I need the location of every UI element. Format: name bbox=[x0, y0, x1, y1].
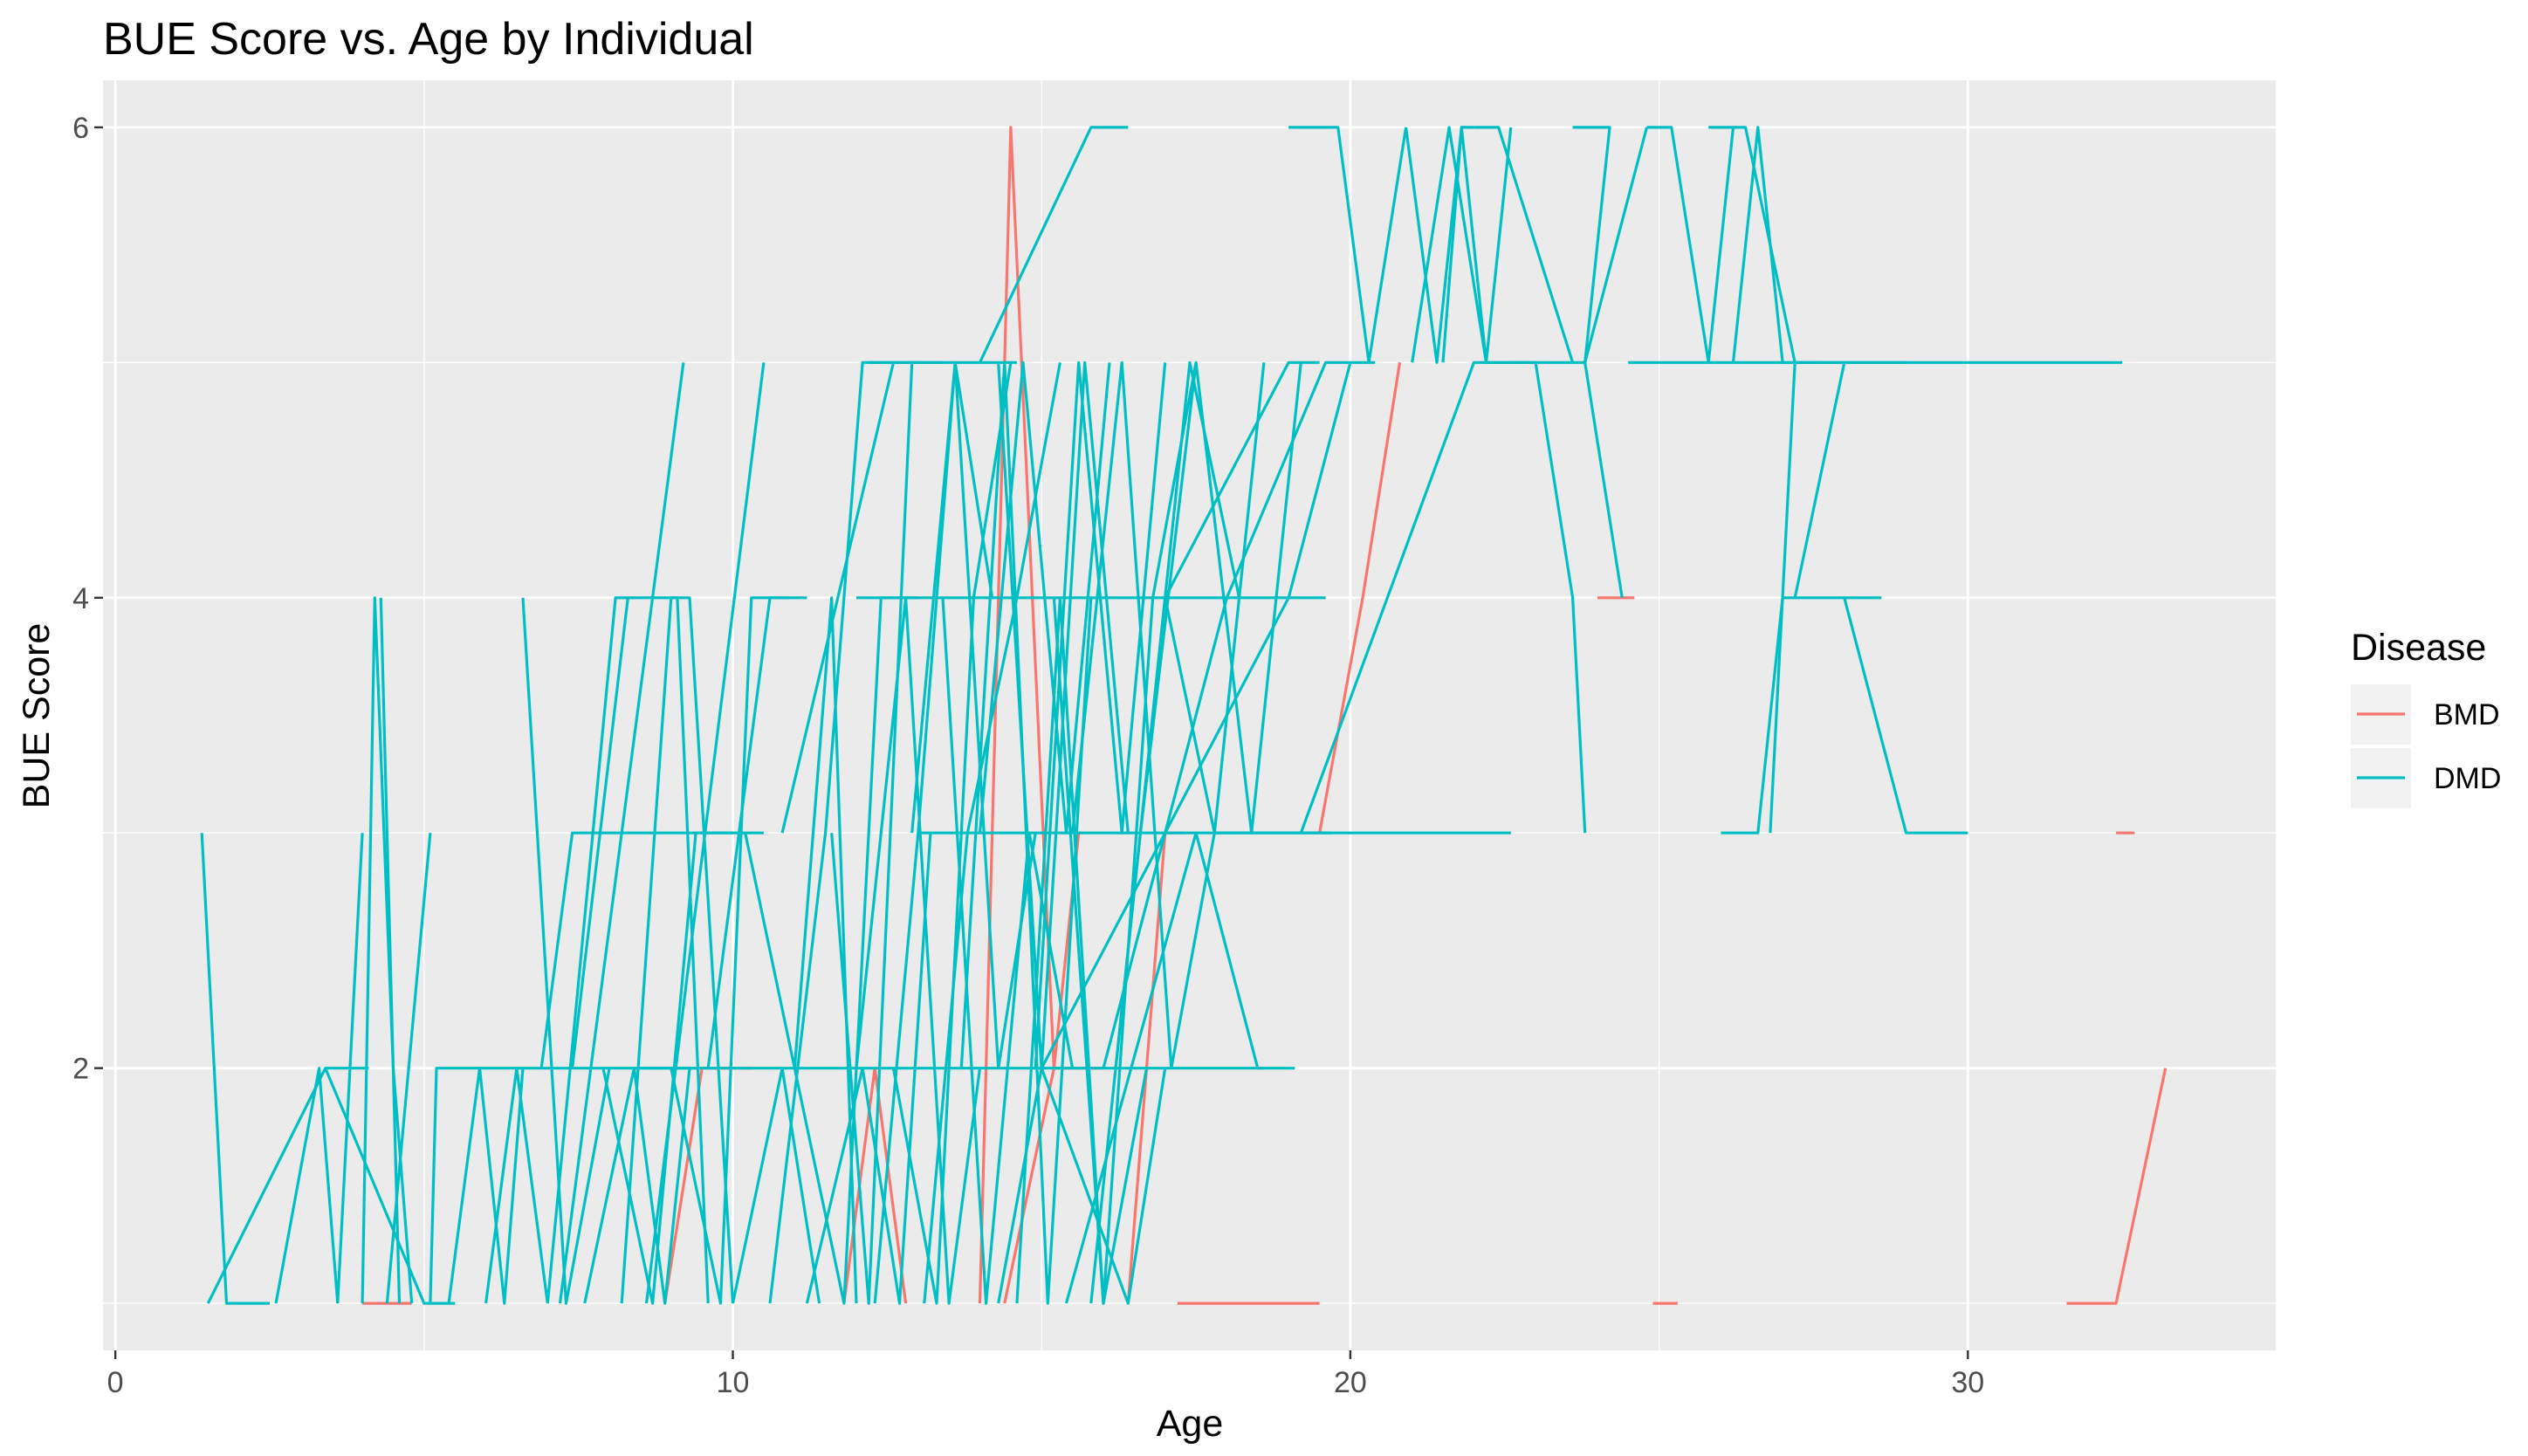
series-line-dmd-63 bbox=[1040, 361, 1352, 1069]
series-line-dmd-49 bbox=[1015, 596, 1149, 1305]
y-tick-label: 2 bbox=[72, 1053, 89, 1086]
x-tick-label: 10 bbox=[717, 1366, 750, 1399]
series-line-dmd-77 bbox=[1646, 126, 1735, 364]
x-tick-label: 0 bbox=[107, 1366, 124, 1399]
series-line-dmd-22 bbox=[484, 1067, 549, 1304]
grid-major bbox=[103, 80, 2277, 1350]
series-line-dmd-62 bbox=[979, 126, 1129, 363]
legend-label-dmd: DMD bbox=[2434, 762, 2501, 795]
y-axis-title: BUE Score bbox=[16, 623, 58, 809]
series-line-dmd-73 bbox=[1474, 126, 1575, 363]
series-line-dmd-33 bbox=[706, 596, 807, 1068]
series-line-bmd-3 bbox=[1318, 362, 1402, 834]
series-line-dmd-27 bbox=[571, 596, 710, 1304]
series-line-dmd-42 bbox=[891, 362, 1013, 1305]
legend: Disease BMD DMD bbox=[2351, 627, 2501, 808]
series-line-dmd-72 bbox=[1441, 126, 1530, 364]
series-line-dmd-64 bbox=[1064, 831, 1295, 1304]
series-line-dmd-17 bbox=[361, 596, 414, 1304]
x-axis: 0 10 20 30 bbox=[107, 1350, 1984, 1399]
series-line-dmd-67 bbox=[1164, 361, 1320, 599]
series-line-dmd-76 bbox=[1572, 126, 1649, 364]
series-line-dmd-26 bbox=[558, 362, 685, 1304]
legend-label-bmd: BMD bbox=[2434, 698, 2500, 731]
series-line-dmd-83 bbox=[1843, 597, 1968, 834]
series-line-dmd-35 bbox=[744, 596, 858, 1304]
chart-title: BUE Score vs. Age by Individual bbox=[103, 14, 754, 65]
series-line-dmd-31 bbox=[644, 362, 766, 1304]
series-line-dmd-28 bbox=[583, 1067, 691, 1305]
y-axis: 2 4 6 bbox=[72, 112, 103, 1086]
legend-title: Disease bbox=[2351, 627, 2486, 669]
series-line-dmd-18 bbox=[379, 597, 402, 1304]
series-line-dmd-21 bbox=[447, 1067, 525, 1305]
series-line-dmd-12 bbox=[200, 833, 270, 1305]
series-line-dmd-71 bbox=[1411, 126, 1513, 364]
series-line-dmd-15 bbox=[324, 1068, 456, 1305]
series-line-dmd-40 bbox=[855, 596, 982, 1305]
series-layer bbox=[200, 126, 2167, 1305]
series-line-dmd-16 bbox=[336, 833, 364, 1304]
series-line-dmd-65 bbox=[1102, 361, 1376, 1069]
x-axis-title: Age bbox=[1157, 1403, 1224, 1445]
series-line-dmd-14 bbox=[274, 1067, 340, 1304]
y-tick-label: 4 bbox=[72, 582, 89, 615]
series-line-dmd-70 bbox=[1405, 126, 1474, 364]
series-line-dmd-80 bbox=[1721, 596, 1882, 834]
series-line-dmd-57 bbox=[780, 361, 918, 834]
series-line-bmd-10 bbox=[2066, 1068, 2167, 1305]
series-line-dmd-30 bbox=[620, 596, 735, 1304]
series-line-dmd-69 bbox=[1288, 126, 1408, 364]
x-tick-label: 30 bbox=[1951, 1366, 1984, 1399]
y-tick-label: 6 bbox=[72, 112, 89, 145]
series-line-dmd-23 bbox=[521, 597, 611, 1305]
series-line-dmd-61 bbox=[997, 1067, 1167, 1305]
series-line-dmd-19 bbox=[385, 833, 432, 1304]
x-tick-label: 20 bbox=[1334, 1366, 1367, 1399]
series-line-dmd-78 bbox=[1708, 126, 1796, 363]
